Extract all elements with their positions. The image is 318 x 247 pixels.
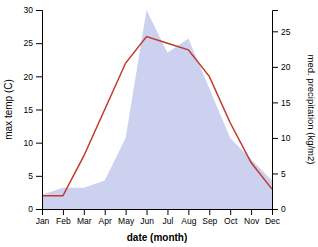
- y2-tick-mark: [272, 102, 278, 103]
- x-tick-label: Apr: [99, 216, 112, 226]
- x-tick-label: Mar: [77, 216, 92, 226]
- y2-tick: 20: [272, 62, 291, 72]
- x-tick: Dec: [265, 209, 281, 226]
- x-tick: Nov: [244, 209, 260, 226]
- y2-tick-label: 5: [281, 169, 286, 179]
- x-tick: Apr: [99, 209, 112, 226]
- x-tick-label: Feb: [56, 216, 71, 226]
- y-tick-mark: [36, 10, 42, 11]
- y-tick-label: 25: [24, 38, 34, 48]
- temperature-line: [42, 37, 272, 196]
- y-tick: 25: [24, 38, 42, 48]
- y2-tick-label: 15: [281, 98, 291, 108]
- x-tick-label: Dec: [265, 216, 281, 226]
- y-tick-label: 5: [28, 171, 33, 181]
- y-tick-label: 30: [24, 5, 34, 15]
- y-tick: 0: [28, 204, 42, 214]
- y2-axis-line: [273, 11, 279, 210]
- y2-tick-label: 20: [281, 62, 291, 72]
- y-tick-mark: [36, 110, 42, 111]
- x-tick: Oct: [224, 209, 238, 226]
- y2-tick-mark: [272, 31, 278, 32]
- x-tick-label: Jan: [36, 216, 50, 226]
- x-tick-label: Jun: [140, 216, 154, 226]
- y2-tick-mark: [272, 138, 278, 139]
- x-tick: Jan: [36, 209, 50, 226]
- y-tick-label: 10: [24, 138, 34, 148]
- y2-tick-mark: [272, 67, 278, 68]
- x-tick-label: Jul: [163, 216, 174, 226]
- y2-axis-title: med. precipitation (kg/m2): [306, 55, 317, 165]
- y-tick-mark: [36, 76, 42, 77]
- y2-tick: 10: [272, 133, 291, 143]
- x-axis-title: date (month): [127, 232, 188, 243]
- y-tick-mark: [36, 143, 42, 144]
- y2-tick-label: 0: [281, 204, 286, 214]
- y-tick: 10: [24, 138, 42, 148]
- y-tick-mark: [36, 43, 42, 44]
- x-tick: Jun: [140, 209, 154, 226]
- x-tick-mark: [63, 209, 64, 215]
- x-axis-line: [43, 210, 273, 216]
- x-tick-mark: [147, 209, 148, 215]
- y-tick-mark: [36, 209, 42, 210]
- x-tick-mark: [251, 209, 252, 215]
- x-tick: Mar: [77, 209, 92, 226]
- marks: [42, 10, 272, 209]
- plot: JanFebMarAprMayJunJulAugSepOctNovDec0510…: [3, 5, 317, 243]
- y-axis-title: max temp (C): [3, 79, 14, 140]
- y2-tick-label: 25: [281, 27, 291, 37]
- y2-tick: 25: [272, 27, 291, 37]
- precipitation-area: [42, 10, 272, 209]
- chart: JanFebMarAprMayJunJulAugSepOctNovDec0510…: [0, 0, 318, 247]
- y2-tick-label: 10: [281, 133, 291, 143]
- y2-tick: 0: [272, 204, 286, 214]
- x-tick-label: May: [118, 216, 135, 226]
- x-tick: Feb: [56, 209, 71, 226]
- x-tick: May: [118, 209, 135, 226]
- x-tick-mark: [167, 209, 168, 215]
- y-tick-label: 20: [24, 72, 34, 82]
- y-axis-line: [36, 11, 43, 210]
- x-tick-mark: [126, 209, 127, 215]
- x-tick-label: Aug: [181, 216, 196, 226]
- x-tick-mark: [188, 209, 189, 215]
- y2-tick: 15: [272, 98, 291, 108]
- x-tick-label: Nov: [244, 216, 260, 226]
- x-tick-mark: [230, 209, 231, 215]
- x-tick: Aug: [181, 209, 196, 226]
- y-tick-label: 15: [24, 105, 34, 115]
- x-tick-mark: [209, 209, 210, 215]
- x-axis: Jan Feb Mar Apr May Jun Jul Aug Sep Oct Nov Dec: [36, 209, 281, 226]
- y-tick: 30: [24, 5, 42, 15]
- y2-tick: 5: [272, 169, 286, 179]
- x-tick: Sep: [202, 209, 217, 226]
- x-tick-mark: [84, 209, 85, 215]
- x-tick-mark: [105, 209, 106, 215]
- x-tick: Jul: [163, 209, 174, 226]
- y-tick: 15: [24, 105, 42, 115]
- y-tick-mark: [36, 176, 42, 177]
- y-tick: 20: [24, 72, 42, 82]
- x-tick-label: Oct: [224, 216, 238, 226]
- x-tick-label: Sep: [202, 216, 217, 226]
- y-tick: 5: [28, 171, 42, 181]
- y2-tick-mark: [272, 173, 278, 174]
- y-tick-label: 0: [28, 204, 33, 214]
- y2-axis: 0 5 10 15 20 25: [272, 11, 291, 215]
- y-axis: 0 5 10 15 20 25 30: [24, 5, 43, 214]
- y2-tick-mark: [272, 209, 278, 210]
